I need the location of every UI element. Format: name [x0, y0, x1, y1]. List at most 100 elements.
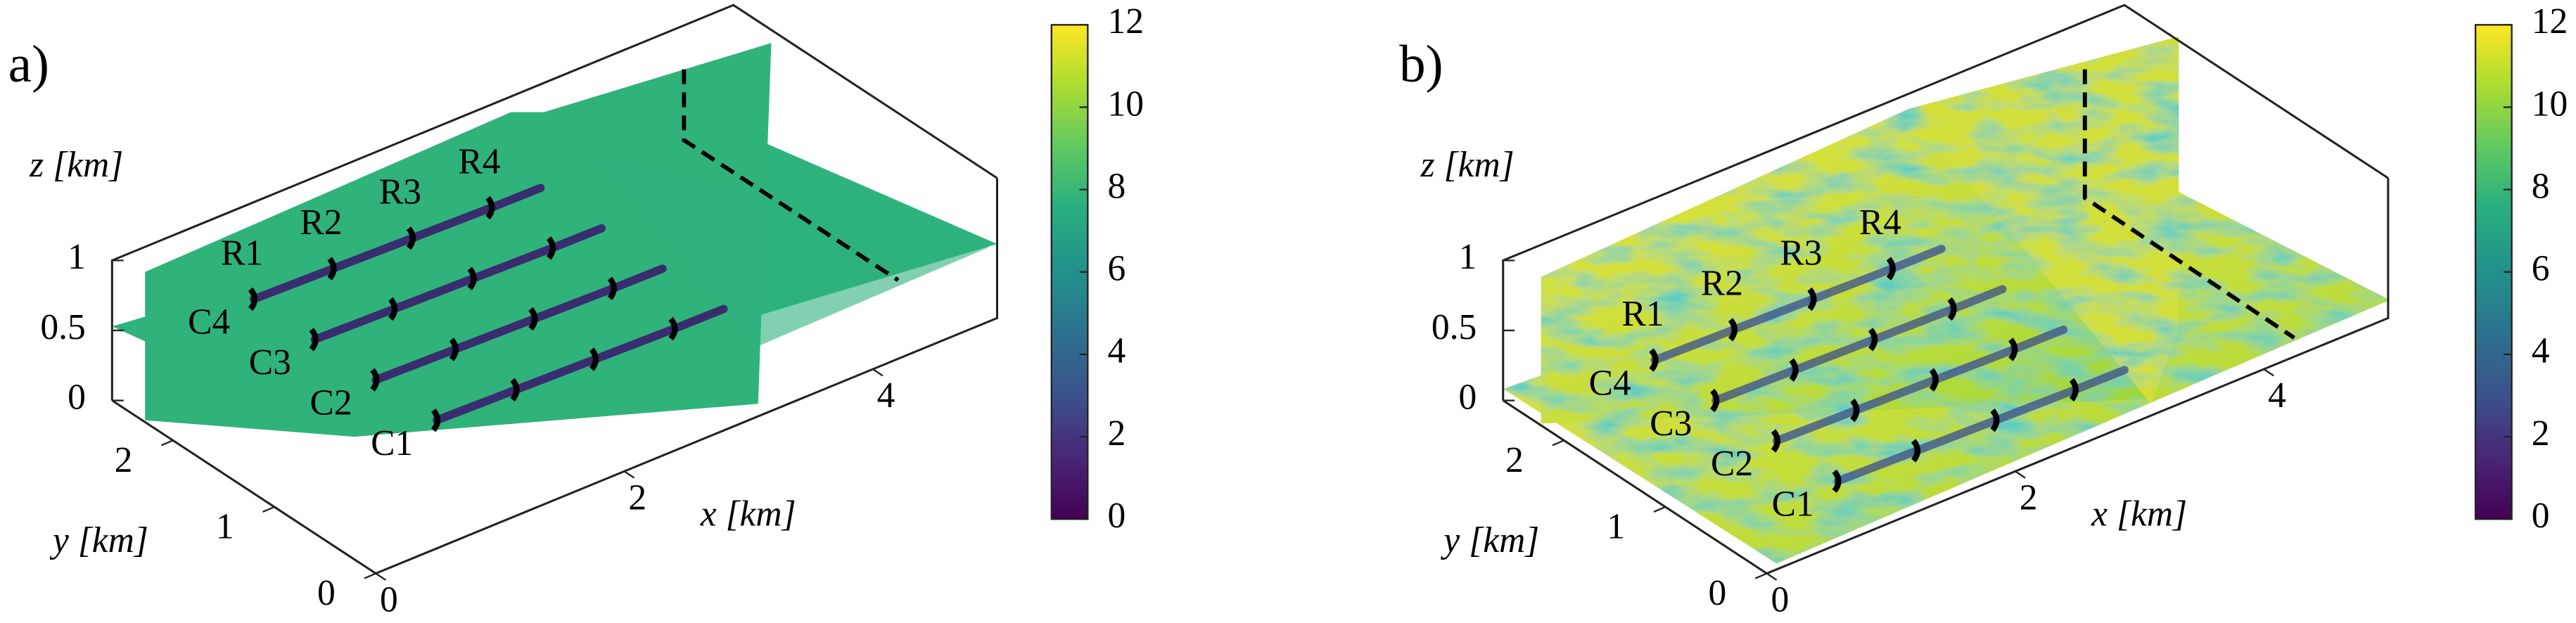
- turbine: [1850, 398, 1860, 423]
- y-tick-label: 0: [1708, 573, 1726, 613]
- wake: [1711, 366, 1799, 405]
- wake: [1870, 304, 1958, 344]
- column-label: C4: [1589, 363, 1631, 403]
- y-tick: [364, 572, 376, 579]
- turbine: [370, 368, 380, 392]
- column-label: C3: [1650, 404, 1692, 444]
- turbine: [248, 287, 258, 312]
- wake: [511, 355, 599, 394]
- wake: [1912, 416, 2001, 455]
- x-tick: [2015, 470, 2026, 479]
- turbine: [1911, 439, 1921, 463]
- y-tick: [160, 439, 174, 447]
- turbine: [449, 338, 459, 361]
- colorbar-tick-label: 8: [1107, 166, 1126, 206]
- wake: [670, 304, 728, 333]
- turbine: [1771, 429, 1780, 453]
- turbine: [485, 195, 495, 220]
- y-tick: [1754, 572, 1768, 579]
- column-label: C2: [1711, 444, 1753, 484]
- column-label: C1: [1772, 484, 1814, 525]
- turbine: [510, 378, 520, 402]
- x-tick-label: 0: [1771, 580, 1789, 620]
- x-tick-label: 0: [380, 580, 398, 620]
- turbine: [668, 316, 678, 341]
- turbine: [431, 408, 441, 432]
- wake: [2070, 366, 2129, 394]
- x-tick-label: 4: [2268, 375, 2286, 416]
- row-label: R2: [1701, 264, 1743, 304]
- turbine: [1728, 318, 1738, 342]
- colorbar: 0 2 4 6 8 10 12: [2474, 1, 2568, 536]
- y-tick-label: 1: [1607, 507, 1625, 547]
- colorbar-tick-label: 0: [2532, 496, 2550, 536]
- wake: [1809, 264, 1896, 304]
- y-tick-label: 2: [115, 440, 133, 480]
- colorbar-tick-label: 12: [2532, 1, 2568, 41]
- turbine: [1929, 368, 1939, 392]
- wake: [1887, 245, 1946, 273]
- turbine: [1886, 257, 1896, 281]
- x-tick-label: 2: [2020, 477, 2038, 518]
- y-axis-label: y [km]: [49, 520, 148, 560]
- turbine: [546, 236, 556, 260]
- y-tick: [262, 506, 275, 513]
- turbine: [1947, 297, 1957, 321]
- wake: [1790, 335, 1878, 375]
- wake: [450, 314, 538, 354]
- x-tick: [375, 572, 386, 581]
- row-label: R3: [1780, 233, 1822, 273]
- turbine: [327, 257, 337, 281]
- wake: [548, 224, 606, 252]
- colorbar-tick-label: 4: [1107, 331, 1126, 371]
- row-label: R4: [1859, 203, 1901, 243]
- wake: [433, 385, 521, 425]
- turbine: [1649, 348, 1659, 372]
- turbine: [1789, 358, 1799, 382]
- colorbar-tick-label: 12: [1107, 1, 1144, 41]
- row-label: R1: [1621, 294, 1664, 334]
- turbine: [388, 297, 398, 321]
- turbine: [309, 328, 319, 352]
- panel-label: b): [1399, 35, 1443, 94]
- turbine: [1710, 388, 1720, 413]
- row-label: R3: [379, 172, 421, 212]
- turbine: [589, 347, 599, 371]
- row-label: R2: [300, 203, 342, 243]
- colorbar-tick-label: 4: [2532, 331, 2550, 371]
- wake: [1851, 375, 1939, 415]
- z-tick-label: 0: [1458, 377, 1477, 417]
- wake: [608, 264, 667, 293]
- y-tick-label: 2: [1505, 440, 1524, 480]
- wake: [371, 345, 459, 385]
- colorbar-tick-label: 6: [2532, 249, 2550, 289]
- x-tick: [623, 470, 635, 479]
- column-label: C3: [249, 342, 291, 383]
- x-axis-label: x [km]: [2091, 494, 2187, 534]
- slice-plane: [1908, 36, 2179, 404]
- column-label: C2: [310, 383, 352, 423]
- x-tick: [872, 368, 884, 377]
- turbine: [1990, 408, 2000, 432]
- wake: [1991, 385, 2079, 425]
- wake: [407, 203, 496, 243]
- wake: [590, 324, 679, 364]
- wake: [390, 274, 478, 314]
- wake: [310, 304, 398, 344]
- x-axis-label: x [km]: [700, 494, 796, 534]
- turbine: [607, 276, 617, 300]
- dashed-line: [682, 69, 900, 282]
- turbine: [1868, 328, 1878, 352]
- turbine: [467, 266, 477, 290]
- z-tick-label: 0.5: [40, 307, 85, 347]
- x-tick-label: 2: [628, 477, 646, 518]
- turbine: [2008, 338, 2018, 361]
- colorbar: 0 2 4 6 8 10 12: [1050, 1, 1144, 536]
- colorbar-tick-label: 10: [2532, 84, 2568, 124]
- wake: [249, 264, 338, 304]
- turbine: [406, 226, 416, 250]
- x-tick: [1766, 572, 1778, 581]
